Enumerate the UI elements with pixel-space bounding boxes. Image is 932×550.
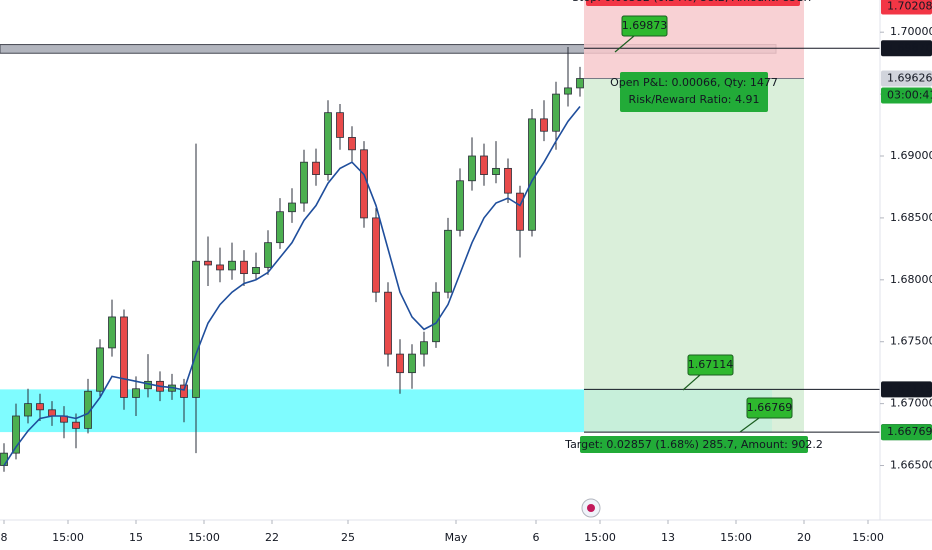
callout-label: 1.67114 bbox=[688, 358, 734, 371]
price-tag bbox=[881, 70, 932, 87]
plot-area bbox=[0, 0, 880, 472]
candle-body bbox=[24, 403, 32, 417]
x-tick-label: 13 bbox=[661, 531, 675, 544]
x-tick-label: 15:00 bbox=[52, 531, 84, 544]
x-tick-label: May bbox=[445, 531, 468, 544]
callout-arrow bbox=[739, 417, 760, 433]
candle-body bbox=[336, 112, 344, 138]
x-tick-label: 15:00 bbox=[584, 531, 616, 544]
y-tick-label: 1.66500 bbox=[890, 459, 932, 472]
stop-area bbox=[584, 0, 804, 79]
price-tag bbox=[881, 424, 932, 441]
y-tick-label: 1.68500 bbox=[890, 211, 932, 224]
candle-body bbox=[108, 316, 116, 349]
price-tag-label: 1.67115 bbox=[887, 382, 932, 395]
risk-reward-text: Risk/Reward Ratio: 4.91 bbox=[629, 93, 760, 106]
price-tag-label: 1.66769 bbox=[887, 425, 932, 438]
candle-body bbox=[288, 202, 296, 213]
candle-body bbox=[576, 78, 584, 89]
x-tick-label: 25 bbox=[341, 531, 355, 544]
y-tick-label: 1.69000 bbox=[890, 149, 932, 162]
candle-body bbox=[468, 155, 476, 182]
candle-body bbox=[240, 260, 248, 275]
candle-body bbox=[120, 316, 128, 398]
candle-body bbox=[444, 229, 452, 293]
x-tick-label: 15:00 bbox=[720, 531, 752, 544]
target-text: Target: 0.02857 (1.68%) 285.7, Amount: 9… bbox=[564, 438, 823, 451]
price-tag-label: 1.69870 bbox=[887, 41, 932, 54]
callout-label: 1.69873 bbox=[622, 19, 668, 32]
candle-body bbox=[216, 264, 224, 271]
callout-arrow bbox=[682, 374, 701, 391]
candle-body bbox=[324, 112, 332, 175]
candle-body bbox=[456, 180, 464, 231]
y-tick-label: 1.70000 bbox=[890, 25, 932, 38]
x-tick-label: 15:00 bbox=[188, 531, 220, 544]
price-tag bbox=[881, 0, 932, 15]
candle-body bbox=[264, 242, 272, 268]
target-area bbox=[584, 78, 804, 433]
candle-body bbox=[492, 167, 500, 175]
candle-body bbox=[276, 211, 284, 244]
price-tag bbox=[881, 381, 932, 398]
candle-body bbox=[300, 161, 308, 204]
candle-body bbox=[12, 415, 20, 454]
callout-box bbox=[746, 397, 793, 419]
x-tick-label: 20 bbox=[797, 531, 811, 544]
x-tick-label: 15:00 bbox=[852, 531, 884, 544]
candle-body bbox=[312, 161, 320, 175]
candle-body bbox=[420, 341, 428, 355]
candle-body bbox=[96, 347, 104, 392]
y-tick-label: 1.67500 bbox=[890, 335, 932, 348]
callout-arrow bbox=[614, 35, 635, 53]
y-tick-label: 1.68000 bbox=[890, 273, 932, 286]
candle-body bbox=[564, 87, 572, 95]
price-tag bbox=[881, 40, 932, 57]
pnl-box bbox=[620, 72, 768, 112]
countdown-label: 03:00:41 bbox=[887, 88, 932, 101]
candle-body bbox=[360, 149, 368, 219]
candle-body bbox=[36, 403, 44, 411]
candle-body bbox=[504, 167, 512, 194]
candle-body bbox=[348, 137, 356, 151]
callout-box bbox=[687, 354, 734, 376]
candle-body bbox=[528, 118, 536, 231]
candle-body bbox=[432, 291, 440, 343]
candle-body bbox=[48, 409, 56, 417]
candle-body bbox=[552, 93, 560, 132]
x-tick-label: 22 bbox=[265, 531, 279, 544]
candle-body bbox=[408, 353, 416, 374]
candle-body bbox=[180, 384, 188, 398]
x-tick-label: 6 bbox=[533, 531, 540, 544]
callout-box bbox=[621, 15, 668, 37]
pnl-text: Open P&L: 0.00066, Qty: 1477 bbox=[610, 76, 778, 89]
candle-body bbox=[516, 192, 524, 231]
target-box bbox=[580, 436, 808, 453]
candle-body bbox=[228, 260, 236, 271]
countdown-tag bbox=[881, 87, 932, 104]
callout-label: 1.66769 bbox=[747, 401, 793, 414]
moving-average bbox=[3, 105, 581, 466]
candle-body bbox=[480, 155, 488, 175]
candle-body bbox=[72, 421, 80, 429]
x-tick-label: 8 bbox=[1, 531, 8, 544]
y-tick-label: 1.67000 bbox=[890, 397, 932, 410]
stop-text: Stop: 0.00582 (0.34%) 58.2, Amount: 851.… bbox=[572, 0, 814, 4]
candle-body bbox=[204, 260, 212, 266]
candle-body bbox=[252, 267, 260, 275]
price-tag-label: 1.69626 bbox=[887, 71, 932, 84]
price-tag-label: 1.70208 bbox=[887, 0, 932, 12]
x-tick-label: 15 bbox=[129, 531, 143, 544]
candle-body bbox=[396, 353, 404, 374]
candle-body bbox=[384, 291, 392, 355]
stop-box bbox=[586, 0, 800, 6]
candle-body bbox=[192, 260, 200, 398]
candle-body bbox=[540, 118, 548, 132]
event-icon-dot bbox=[587, 504, 595, 512]
candle-body bbox=[372, 217, 380, 293]
candle-body bbox=[132, 388, 140, 398]
candle-body bbox=[0, 452, 8, 466]
